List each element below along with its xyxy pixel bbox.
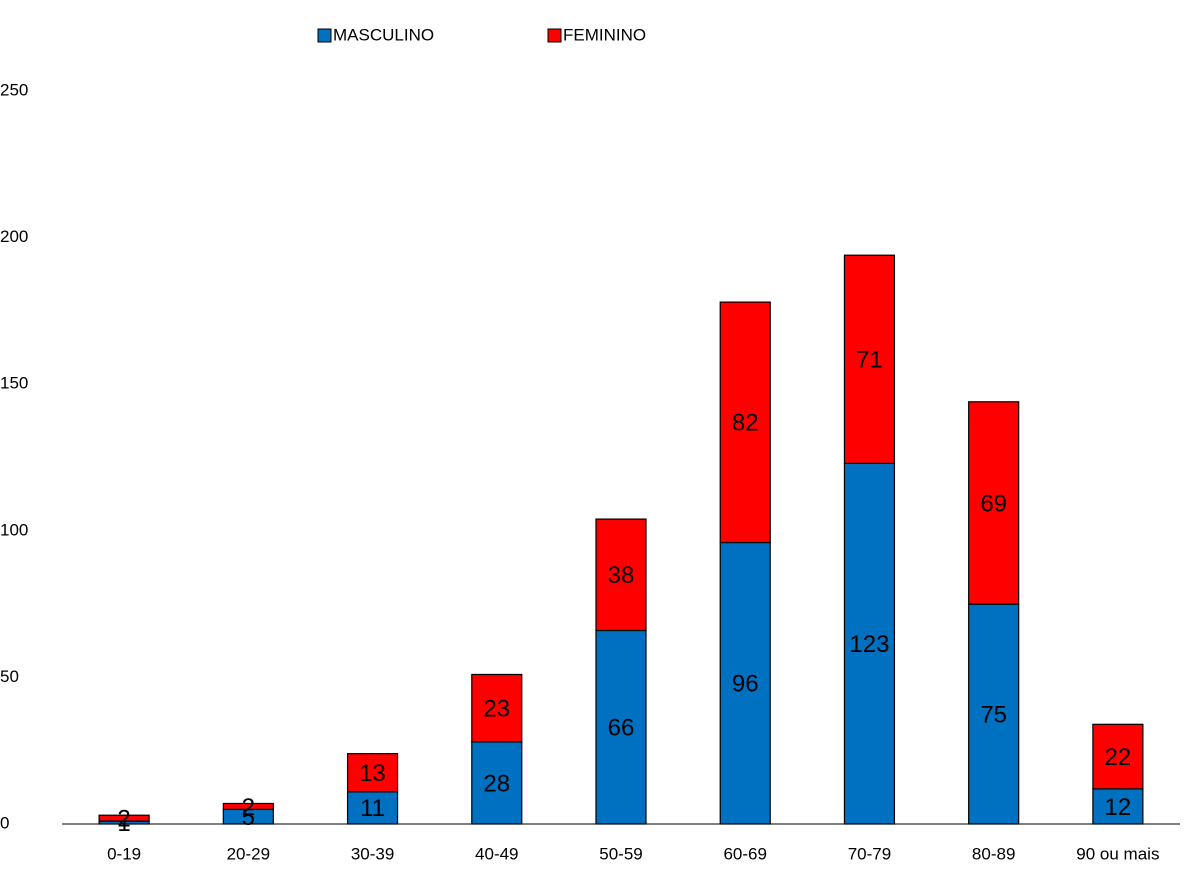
bar-segment xyxy=(968,401,1020,605)
bar-segment xyxy=(719,541,771,825)
bar-segment xyxy=(222,802,274,810)
y-tick-label: 200 xyxy=(0,227,28,246)
bar-segment xyxy=(471,741,523,825)
y-tick-label: 50 xyxy=(0,667,19,686)
value-label: 69 xyxy=(980,490,1007,517)
bar-segment xyxy=(1092,723,1144,790)
legend-label: MASCULINO xyxy=(333,25,434,44)
value-label: 123 xyxy=(849,631,889,658)
bar-segment xyxy=(595,518,647,632)
value-label: 2 xyxy=(117,805,130,832)
x-tick-label: 0-19 xyxy=(107,844,141,863)
bar-segment xyxy=(843,462,896,825)
value-label: 38 xyxy=(608,562,635,589)
value-label: 82 xyxy=(732,410,759,437)
y-tick-label: 150 xyxy=(0,374,28,393)
bar-segment xyxy=(471,673,523,743)
x-tick-label: 60-69 xyxy=(723,844,766,863)
x-tick-label: 30-39 xyxy=(351,844,394,863)
bar-segment xyxy=(98,814,150,822)
x-tick-label: 90 ou mais xyxy=(1076,844,1159,863)
legend-label: FEMININO xyxy=(563,25,646,44)
value-label: 12 xyxy=(1105,794,1132,821)
bar-segment xyxy=(346,791,399,825)
bar-segment xyxy=(843,254,896,464)
value-label: 71 xyxy=(856,347,883,374)
legend-swatch xyxy=(317,28,332,43)
y-tick-label: 250 xyxy=(0,80,28,99)
value-label: 22 xyxy=(1105,744,1132,771)
bar-segment xyxy=(346,753,399,793)
y-tick-label: 100 xyxy=(0,520,28,539)
value-label: 75 xyxy=(980,701,1007,728)
value-label: 28 xyxy=(483,770,510,797)
bar-segment xyxy=(719,301,771,544)
value-label: 11 xyxy=(360,795,385,822)
x-tick-label: 80-89 xyxy=(972,844,1015,863)
legend-swatch xyxy=(547,28,562,43)
y-tick-label: 0 xyxy=(0,813,9,832)
x-tick-label: 20-29 xyxy=(227,844,270,863)
value-label: 23 xyxy=(483,696,510,723)
x-tick-label: 40-49 xyxy=(475,844,518,863)
bar-segment xyxy=(1092,788,1144,825)
x-tick-label: 70-79 xyxy=(848,844,891,863)
value-label: 66 xyxy=(608,715,635,742)
x-tick-label: 50-59 xyxy=(599,844,642,863)
bar-segment xyxy=(968,603,1020,825)
value-label: 13 xyxy=(359,760,386,787)
value-label: 2 xyxy=(242,794,255,821)
value-label: 96 xyxy=(732,671,759,698)
bar-segment xyxy=(595,629,647,825)
